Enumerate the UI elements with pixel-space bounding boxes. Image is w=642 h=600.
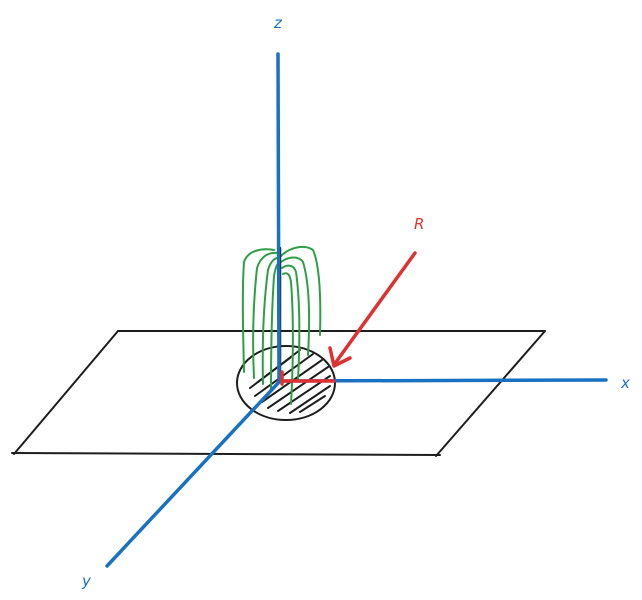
vector-r-label: R — [414, 215, 424, 233]
z-axis-label: z — [273, 14, 283, 32]
field-line-6 — [280, 256, 311, 356]
vector-r — [280, 251, 417, 386]
plane-left-edge — [13, 330, 119, 455]
axes — [105, 52, 608, 568]
field-line-2 — [252, 251, 279, 379]
plane-front-edge — [11, 452, 441, 456]
field-lines — [241, 245, 322, 405]
field-line-7 — [281, 264, 301, 381]
field-line-1 — [241, 248, 275, 373]
field-line-3 — [261, 256, 281, 385]
z-axis-line — [276, 52, 281, 382]
vector-r-shaft — [334, 251, 417, 364]
disc-outline — [236, 345, 336, 421]
plane-right-edge — [435, 330, 546, 457]
y-axis-line — [105, 379, 282, 568]
field-line-8 — [282, 272, 294, 405]
ground-plane — [11, 330, 546, 457]
field-line-5 — [280, 245, 322, 336]
y-axis-label: y — [81, 572, 92, 590]
vector-r-arrowhead — [328, 346, 352, 368]
x-axis-label: x — [620, 374, 630, 392]
